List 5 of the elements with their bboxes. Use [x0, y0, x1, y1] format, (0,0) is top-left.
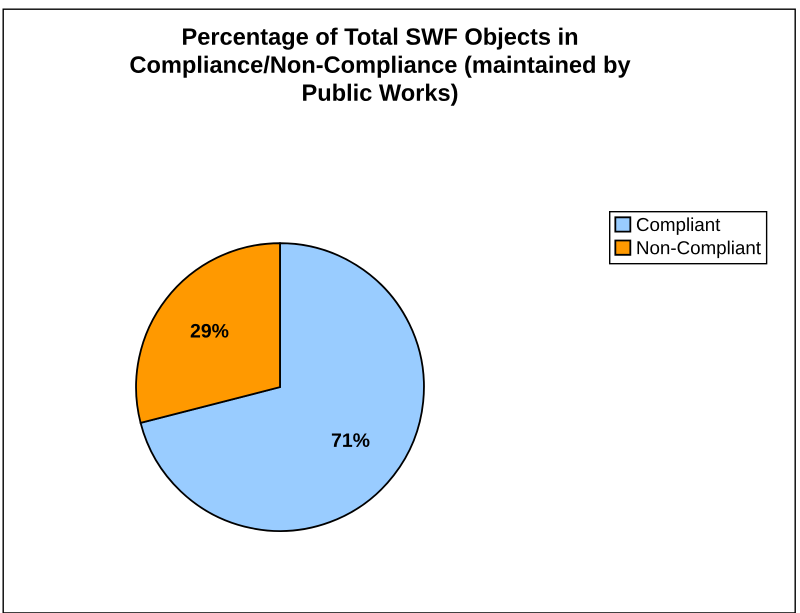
- data-label: 71%: [332, 433, 370, 447]
- chart-title: Percentage of Total SWF Objects in Compliance/Non-Compliance (maintained by Public Works): [130, 28, 630, 106]
- legend-label: Compliant: [636, 217, 720, 235]
- legend-label: Non-Compliant: [637, 240, 761, 258]
- data-label: 29%: [190, 324, 228, 338]
